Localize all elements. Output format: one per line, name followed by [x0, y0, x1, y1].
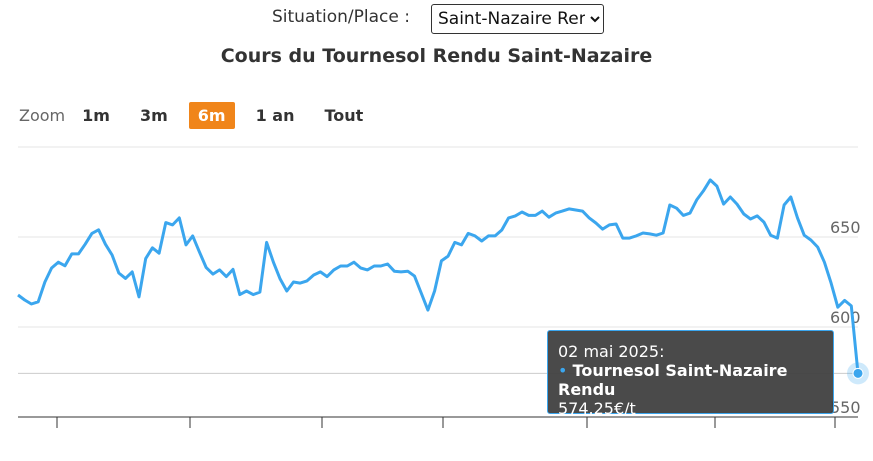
- hover-point: [852, 367, 864, 379]
- tooltip-series-name: Tournesol Saint-Nazaire Rendu: [558, 361, 788, 399]
- zoom-label: Zoom: [19, 105, 66, 125]
- zoom-button[interactable]: Tout: [324, 105, 364, 125]
- zoom-button[interactable]: 1m: [82, 105, 110, 125]
- tooltip-date: 02 mai 2025:: [558, 342, 665, 361]
- place-label: Situation/Place :: [272, 7, 410, 27]
- tooltip-series: • Tournesol Saint-Nazaire Rendu: [558, 361, 788, 399]
- x-axis-ticks: [56, 417, 836, 428]
- place-select[interactable]: Saint-Nazaire Rendu: [431, 4, 604, 34]
- zoom-button[interactable]: 1 an: [255, 105, 295, 125]
- y-tick-label: 600: [830, 308, 861, 327]
- tooltip: 02 mai 2025: • Tournesol Saint-Nazaire R…: [547, 330, 834, 418]
- zoom-button[interactable]: 6m: [188, 101, 235, 129]
- zoom-row: Zoom 1m 3m 6m 1 an Tout: [19, 101, 384, 129]
- series-line: [17, 178, 860, 374]
- y-tick-label: 550: [830, 398, 861, 417]
- chart-title: Cours du Tournesol Rendu Saint-Nazaire: [220, 45, 653, 67]
- tooltip-value: 574.25€/t: [558, 399, 636, 418]
- y-tick-label: 650: [830, 218, 861, 237]
- zoom-button[interactable]: 3m: [139, 105, 168, 125]
